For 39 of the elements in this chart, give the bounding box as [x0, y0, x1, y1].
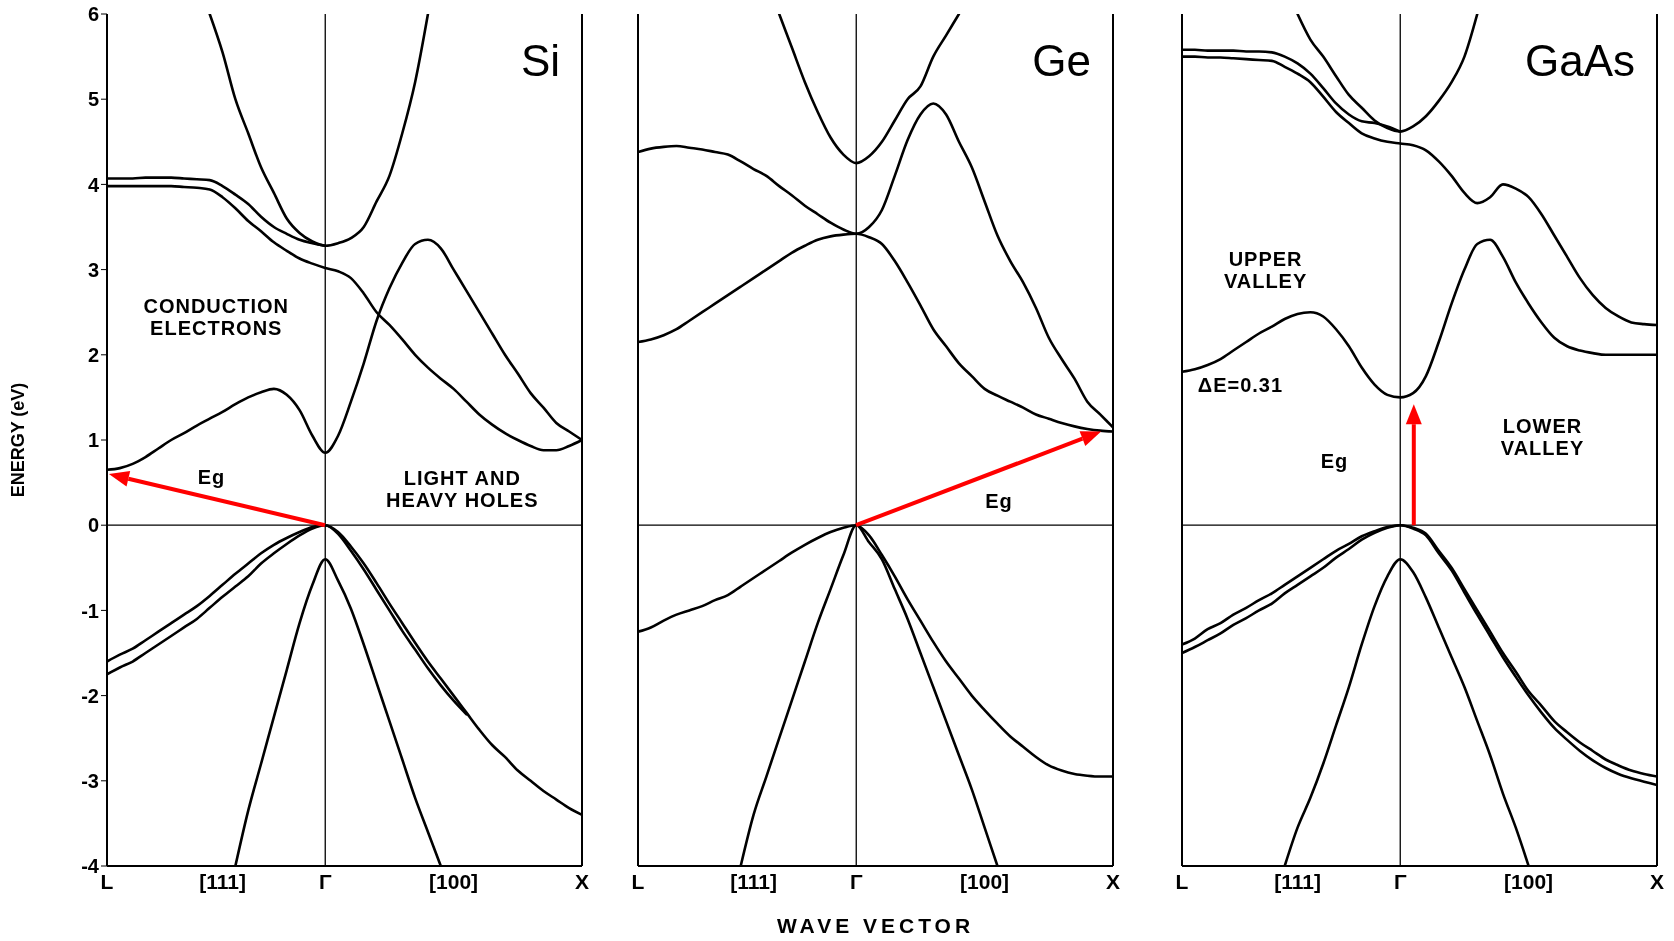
x-tick-label: L	[100, 869, 114, 893]
y-tick-label: -2	[81, 684, 99, 707]
x-tick-label: Γ	[318, 869, 332, 893]
y-tick-label: -4	[81, 855, 100, 878]
y-tick-label: -1	[81, 599, 99, 622]
x-tick-label: L	[631, 869, 645, 893]
text: GaAs	[1524, 36, 1635, 85]
annotation: CONDUCTION ELECTRONS	[143, 295, 290, 340]
y-tick-label: 1	[87, 429, 99, 452]
y-tick-label: 5	[87, 88, 99, 111]
annotation: UPPER VALLEY	[1223, 247, 1308, 292]
x-tick-label: X	[574, 869, 590, 893]
y-tick-label: 4	[87, 173, 100, 196]
x-tick-label: L	[1175, 869, 1189, 893]
text: Si	[520, 36, 560, 85]
x-tick-label: [100]	[1504, 869, 1554, 893]
y-axis-title: ENERGY (eV)	[8, 382, 28, 498]
annotation: Eg	[197, 465, 226, 488]
annotation: LOWER VALLEY	[1500, 415, 1585, 460]
x-tick-label: [111]	[1274, 869, 1321, 893]
annotation: ΔE=0.31	[1197, 373, 1284, 396]
x-tick-label: [100]	[429, 869, 479, 893]
x-tick-label: Γ	[1393, 869, 1407, 893]
x-tick-label: [111]	[199, 869, 246, 893]
y-tick-label: 3	[87, 258, 99, 281]
x-tick-label: [111]	[730, 869, 777, 893]
x-tick-label: X	[1105, 869, 1121, 893]
text: Ge	[1032, 36, 1091, 85]
x-tick-label: [100]	[960, 869, 1010, 893]
annotation: Eg	[1320, 450, 1349, 473]
y-tick-label: -3	[81, 769, 99, 792]
y-tick-label: 0	[87, 514, 99, 537]
annotation: LIGHT AND HEAVY HOLES	[386, 467, 539, 512]
x-tick-label: X	[1649, 869, 1665, 893]
x-axis-title: WAVE VECTOR	[776, 914, 975, 937]
y-tick-label: 2	[87, 343, 99, 366]
y-tick-label: 6	[87, 3, 99, 26]
annotation: Eg	[985, 490, 1013, 513]
x-tick-label: Γ	[849, 869, 863, 893]
